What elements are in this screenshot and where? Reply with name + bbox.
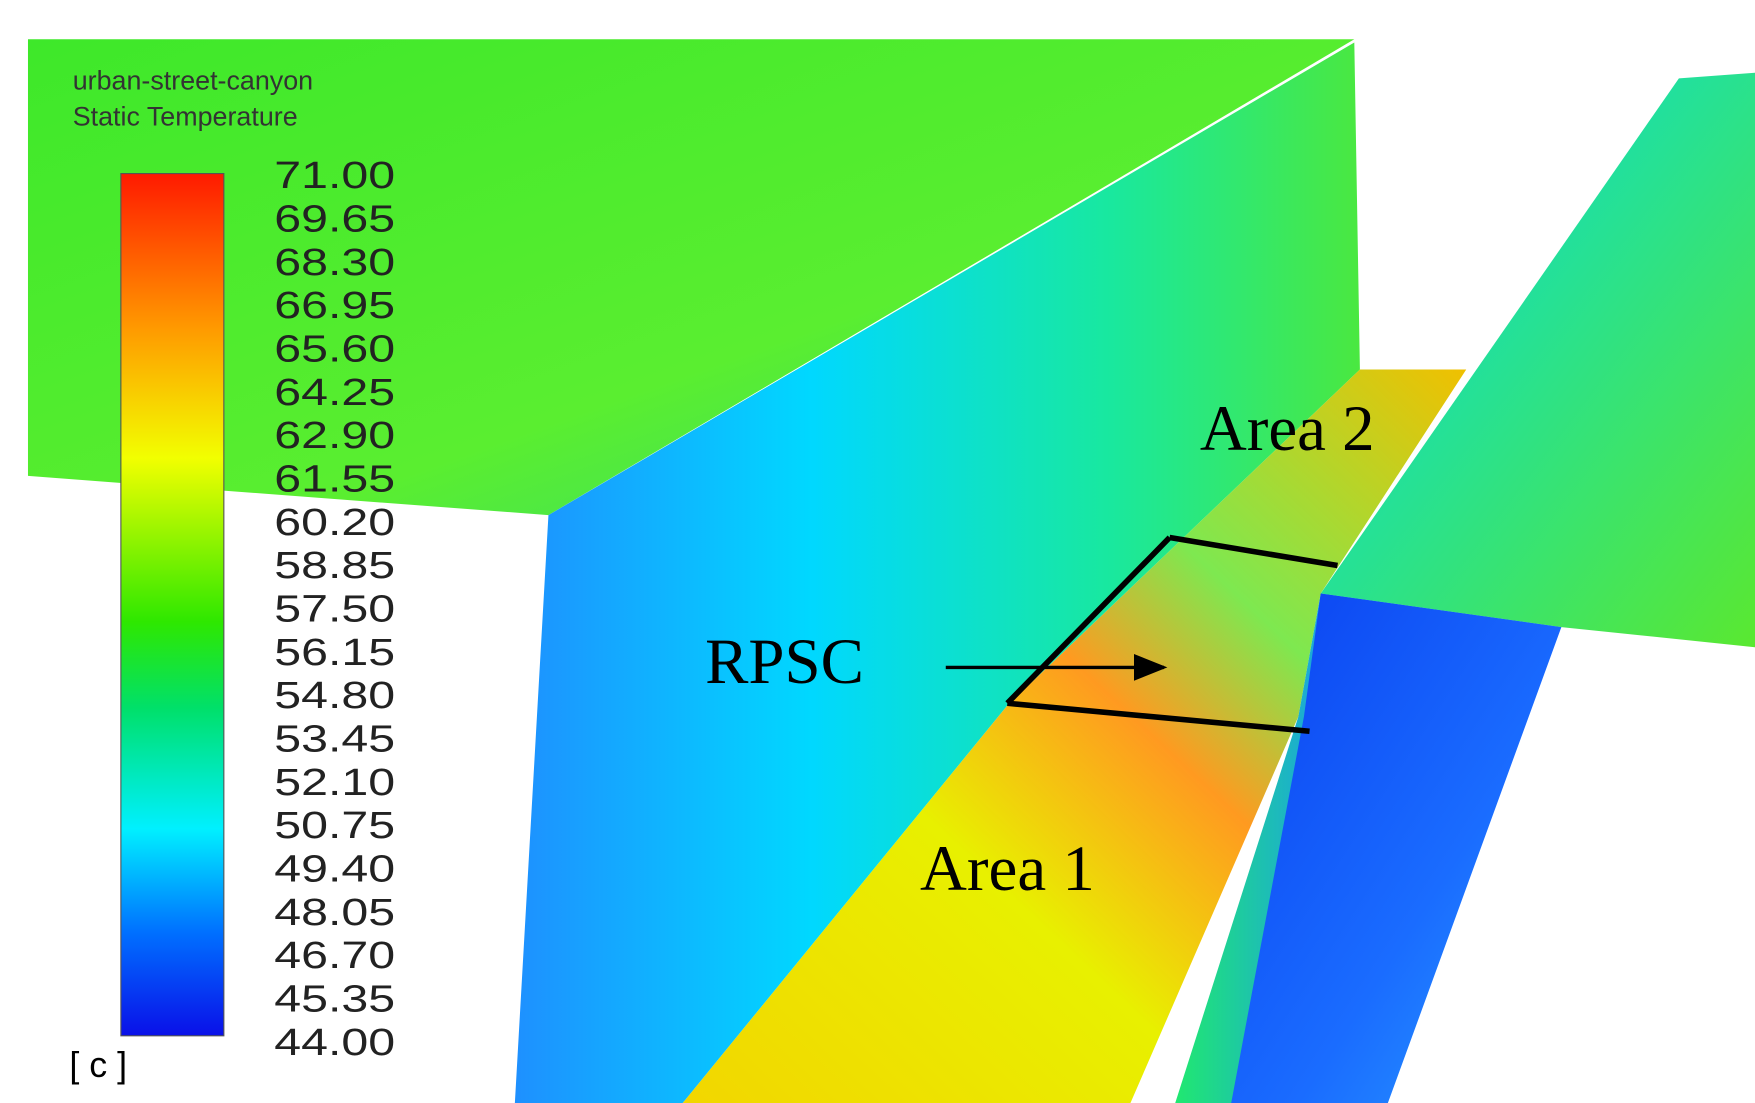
legend-tick-label: 69.65 (274, 198, 395, 240)
legend-tick-label: 54.80 (274, 675, 395, 717)
legend-tick-label: 48.05 (274, 892, 395, 934)
simulation-figure: urban-street-canyon Static Temperature 71.… (0, 0, 1755, 1103)
legend-tick-label: 66.95 (274, 285, 395, 327)
color-bar (121, 174, 224, 1036)
legend-tick-label: 49.40 (274, 848, 395, 890)
legend-tick-label: 68.30 (274, 242, 395, 284)
legend-tick-label: 53.45 (274, 718, 395, 760)
legend-tick-label: 64.25 (274, 372, 395, 414)
legend-tick-label: 65.60 (274, 328, 395, 370)
legend-tick-label: 46.70 (274, 935, 395, 977)
legend-tick-label: 71.00 (274, 155, 395, 197)
legend-tick-label: 61.55 (274, 458, 395, 500)
legend-tick-label: 50.75 (274, 805, 395, 847)
legend-title: urban-street-canyon (73, 66, 313, 96)
legend-tick-label: 45.35 (274, 979, 395, 1021)
legend-tick-label: 57.50 (274, 588, 395, 630)
area-label: Area 2 (1200, 393, 1375, 465)
page: {"legend": {"title_lines": ["urban-stree… (0, 0, 1755, 1103)
legend-unit: [ c ] (69, 1045, 127, 1085)
legend-tick-label: 62.90 (274, 415, 395, 457)
rpsc-label: RPSC (705, 626, 864, 698)
legend-tick-label: 58.85 (274, 545, 395, 587)
legend-tick-label: 56.15 (274, 632, 395, 674)
legend-tick-label: 52.10 (274, 762, 395, 804)
legend-tick-label: 44.00 (274, 1022, 395, 1064)
area-label: Area 1 (920, 833, 1095, 905)
legend-title: Static Temperature (73, 101, 298, 131)
legend-tick-label: 60.20 (274, 502, 395, 544)
